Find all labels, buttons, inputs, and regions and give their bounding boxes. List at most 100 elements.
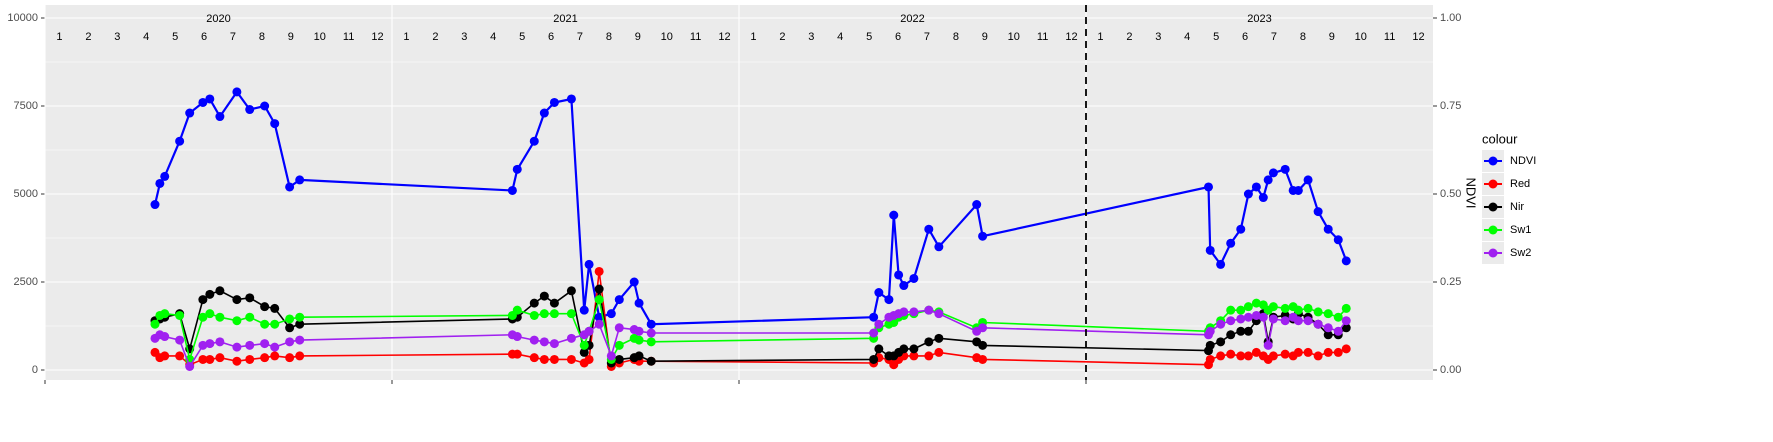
point	[1205, 354, 1215, 364]
point	[175, 310, 185, 320]
point	[1236, 305, 1246, 315]
point	[150, 319, 160, 329]
month-label: 1	[750, 31, 756, 43]
point	[295, 335, 305, 345]
point	[1205, 245, 1215, 255]
point	[1280, 303, 1290, 313]
point	[646, 337, 656, 347]
point	[270, 342, 280, 352]
point	[1268, 314, 1278, 324]
point	[579, 305, 589, 315]
y2-tick-label: 0.50	[1440, 188, 1461, 200]
point	[175, 136, 185, 146]
point	[549, 339, 559, 349]
point	[1303, 316, 1313, 326]
point	[215, 312, 225, 322]
point	[260, 353, 270, 363]
month-label: 2	[779, 31, 785, 43]
point	[1243, 302, 1253, 312]
point	[874, 319, 884, 329]
year-label: 2022	[900, 13, 924, 25]
year-label: 2023	[1247, 13, 1271, 25]
point	[549, 97, 559, 107]
month-label: 3	[1155, 31, 1161, 43]
point	[270, 303, 280, 313]
point	[1341, 316, 1351, 326]
point	[594, 284, 604, 294]
point	[1251, 310, 1261, 320]
point	[1323, 309, 1333, 319]
month-label: 2	[1126, 31, 1132, 43]
point	[869, 328, 879, 338]
month-label: 5	[519, 31, 525, 43]
point	[1333, 312, 1343, 322]
point	[584, 354, 594, 364]
point	[566, 286, 576, 296]
month-label: 1	[403, 31, 409, 43]
month-label: 4	[1184, 31, 1190, 43]
point	[634, 335, 644, 345]
y-tick-label: 2500	[14, 276, 38, 288]
point	[198, 97, 208, 107]
point	[285, 353, 295, 363]
month-label: 4	[490, 31, 496, 43]
point	[215, 353, 225, 363]
point	[1323, 330, 1333, 340]
point	[1341, 344, 1351, 354]
point	[512, 164, 522, 174]
point	[285, 337, 295, 347]
point	[1243, 351, 1253, 361]
legend-label: Nir	[1510, 201, 1524, 213]
point	[215, 337, 225, 347]
point	[1313, 307, 1323, 317]
point	[1216, 337, 1226, 347]
month-label: 7	[924, 31, 930, 43]
month-label: 6	[201, 31, 207, 43]
point	[295, 312, 305, 322]
point	[1313, 351, 1323, 361]
point	[584, 326, 594, 336]
point	[1243, 189, 1253, 199]
legend-point	[1488, 225, 1498, 235]
point	[285, 182, 295, 192]
point	[909, 307, 919, 317]
legend-label: Sw2	[1510, 247, 1531, 259]
point	[1236, 314, 1246, 324]
point	[614, 323, 624, 333]
point	[215, 112, 225, 122]
point	[1333, 347, 1343, 357]
point	[232, 87, 242, 97]
point	[1341, 256, 1351, 266]
month-label: 5	[1213, 31, 1219, 43]
point	[978, 323, 988, 333]
point	[185, 108, 195, 118]
month-label: 10	[1355, 31, 1367, 43]
point	[1323, 323, 1333, 333]
point	[1313, 319, 1323, 329]
point	[1341, 323, 1351, 333]
month-label: 10	[1008, 31, 1020, 43]
point	[1258, 312, 1268, 322]
month-label: 2	[432, 31, 438, 43]
point	[646, 319, 656, 329]
point	[232, 295, 242, 305]
month-label: 8	[606, 31, 612, 43]
point	[1226, 305, 1236, 315]
point	[584, 259, 594, 269]
point	[1268, 302, 1278, 312]
month-label: 9	[1329, 31, 1335, 43]
month-label: 9	[635, 31, 641, 43]
point	[934, 333, 944, 343]
month-label: 4	[837, 31, 843, 43]
point	[1313, 207, 1323, 217]
point	[1251, 182, 1261, 192]
point	[260, 339, 270, 349]
point	[1216, 351, 1226, 361]
month-label: 11	[1384, 31, 1395, 43]
point	[232, 316, 242, 326]
month-label: 11	[1037, 31, 1048, 43]
point	[1293, 347, 1303, 357]
legend-label: NDVI	[1510, 155, 1536, 167]
point	[909, 351, 919, 361]
point	[529, 136, 539, 146]
